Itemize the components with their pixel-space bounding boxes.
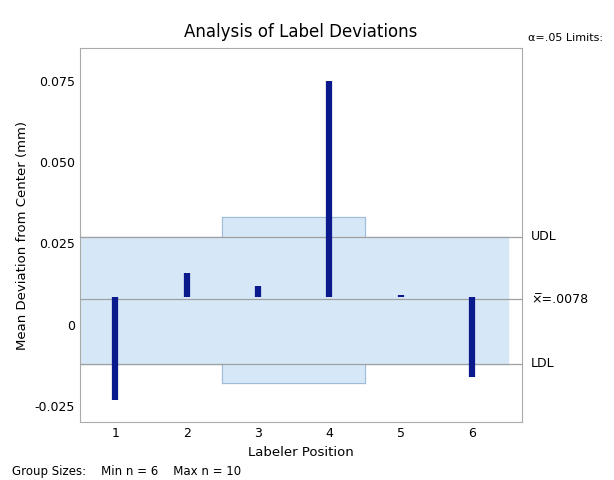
Text: LDL: LDL [531, 357, 554, 370]
Y-axis label: Mean Deviation from Center (mm): Mean Deviation from Center (mm) [16, 120, 29, 350]
Text: Group Sizes:    Min n = 6    Max n = 10: Group Sizes: Min n = 6 Max n = 10 [12, 465, 241, 478]
Text: α=.05 Limits:: α=.05 Limits: [528, 33, 603, 43]
Text: UDL: UDL [531, 230, 557, 243]
X-axis label: Labeler Position: Labeler Position [248, 446, 354, 459]
Text: ×̅=.0078: ×̅=.0078 [531, 293, 588, 306]
Title: Analysis of Label Deviations: Analysis of Label Deviations [184, 23, 418, 41]
